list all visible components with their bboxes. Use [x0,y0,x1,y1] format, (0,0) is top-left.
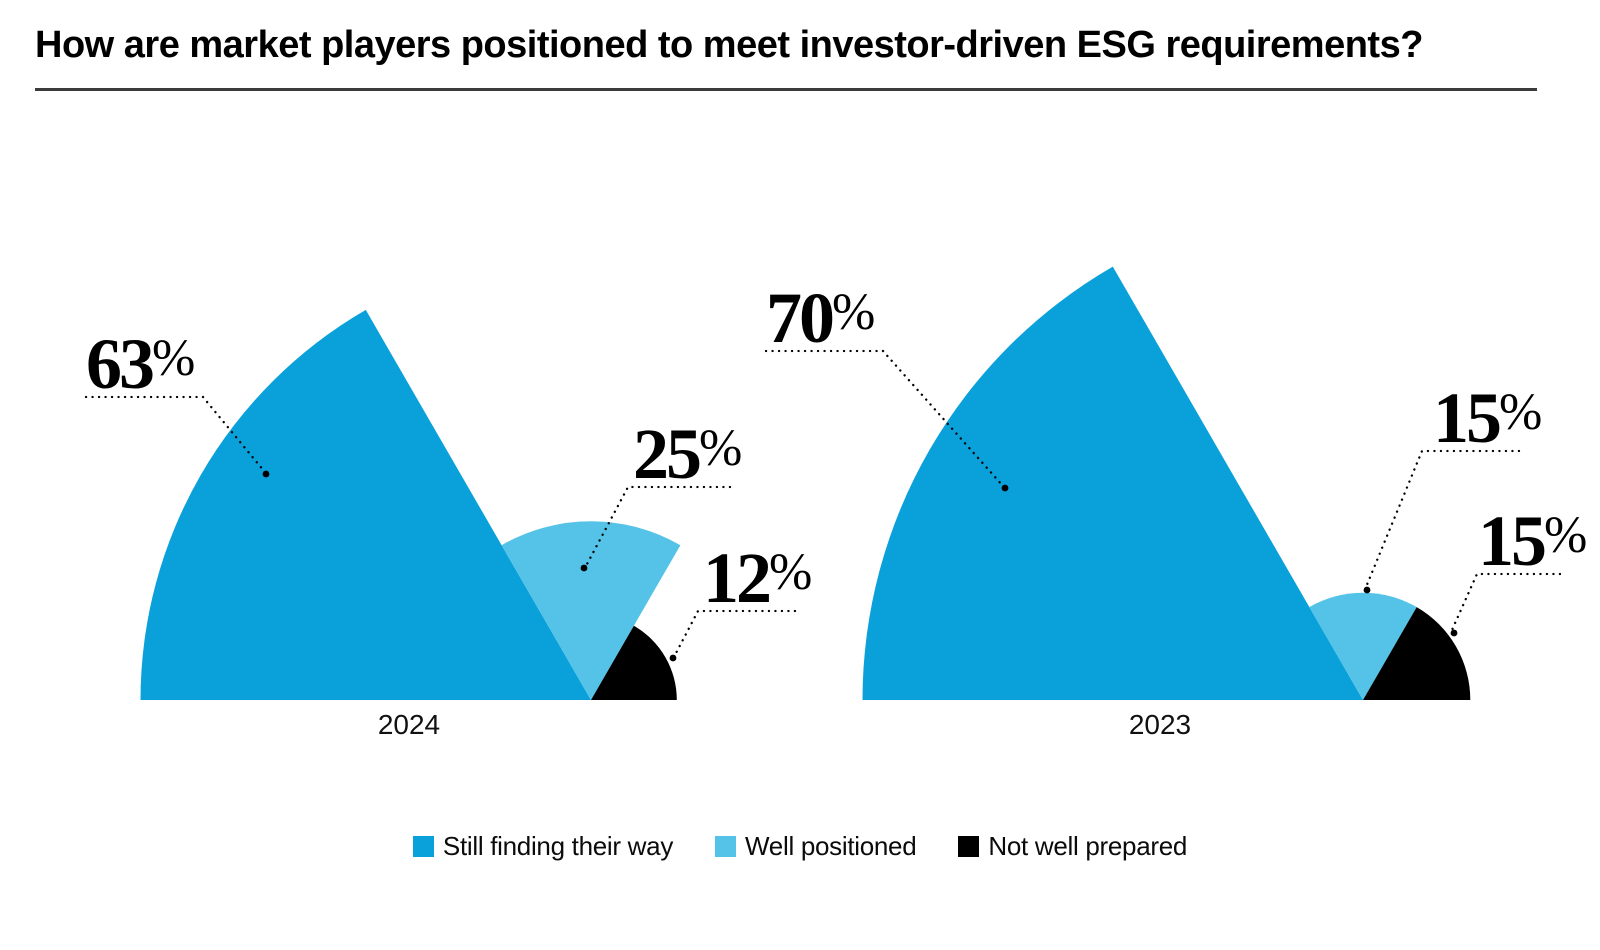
label-2024-well-positioned: 25% [633,414,742,494]
percent-sign: % [832,284,875,341]
x-axis-label-2023: 2023 [1129,709,1191,740]
label-2023-still-finding: 70% [766,278,875,358]
legend-item-still-finding: Still finding their way [412,831,674,862]
label-2023-not-well-prepared-value: 15 [1478,501,1545,581]
leader-line-group [84,349,1562,662]
label-2023-not-well-prepared: 15% [1478,501,1587,581]
leader-line [84,395,266,473]
sector-2024-well-positioned [501,521,681,700]
fan-chart-canvas: 63% 25% 12% 70% 15% 15% 2024 2023 [84,266,1587,740]
percent-sign: % [769,544,812,601]
legend-item-well-positioned: Well positioned [715,831,917,862]
percent-sign: % [699,420,742,477]
percent-sign: % [1544,507,1587,564]
label-2024-still-finding: 63% [86,324,195,404]
leader-dot [262,470,270,478]
leader-line [1450,572,1562,632]
label-2024-still-finding-value: 63 [86,324,153,404]
leader-line [584,485,732,568]
leader-dot [1450,629,1458,637]
sector-2023-still-finding-their-way [862,266,1363,700]
page-title: How are market players positioned to mee… [35,24,1423,66]
legend-label-well-positioned: Well positioned [745,831,917,861]
legend-swatch-well-positioned [715,836,737,857]
x-axis-label-2024: 2024 [378,709,440,740]
label-2024-well-positioned-value: 25 [633,414,700,494]
leader-line [1364,449,1521,589]
leader-dot [669,654,677,662]
sector-2024-not-well-prepared [591,625,677,700]
leader-line [764,349,1005,488]
leader-dot [1001,484,1009,492]
label-2023-still-finding-value: 70 [766,278,833,358]
leader-dot [1363,586,1371,594]
legend-swatch-still-finding [412,836,434,857]
percent-sign: % [152,330,195,387]
leader-dot [580,564,588,572]
legend-label-not-well-prepared: Not well prepared [988,831,1188,861]
label-2023-well-positioned: 15% [1433,378,1542,458]
legend: Still finding their way Well positioned … [0,831,1600,862]
sector-2024-still-finding-their-way [140,309,591,700]
label-2023-well-positioned-value: 15 [1433,378,1500,458]
title-divider [35,88,1537,91]
leader-line [673,609,797,657]
label-2024-not-well-prepared-value: 12 [703,538,769,618]
sector-group [140,266,1471,700]
legend-item-not-well-prepared: Not well prepared [958,831,1187,862]
legend-label-still-finding: Still finding their way [442,831,674,861]
sector-2023-well-positioned [1309,592,1417,700]
legend-swatch-not-well-prepared [958,836,980,857]
percent-sign: % [1499,384,1542,441]
label-2024-not-well-prepared: 12% [703,538,812,618]
sector-2023-not-well-prepared [1363,607,1471,700]
